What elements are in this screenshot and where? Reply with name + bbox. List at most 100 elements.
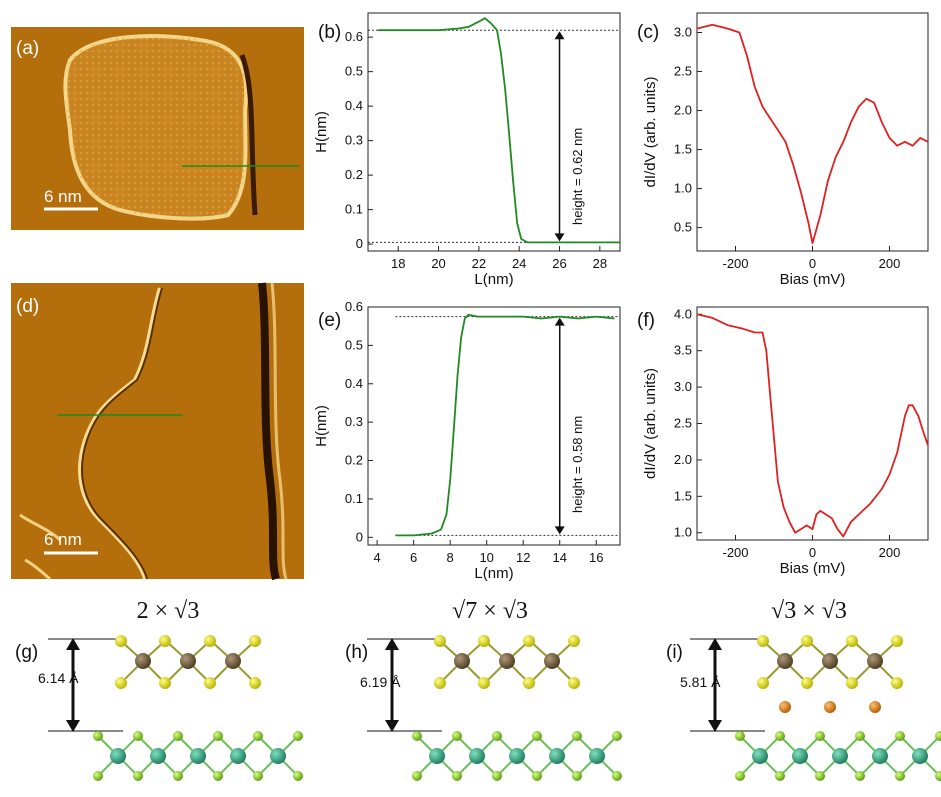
x-tick-label: 26 bbox=[552, 256, 566, 271]
x-tick-label: -200 bbox=[722, 545, 748, 560]
y-tick-label: 0.4 bbox=[345, 98, 363, 113]
x-tick-label: 22 bbox=[472, 256, 486, 271]
substrate-small-atom bbox=[735, 731, 745, 741]
y-tick-label: 4.0 bbox=[674, 306, 692, 321]
y-tick-label: 0.3 bbox=[345, 414, 363, 429]
arrow-head bbox=[66, 720, 80, 732]
y-tick-label: 2.0 bbox=[674, 452, 692, 467]
metal-atom bbox=[867, 653, 883, 669]
substrate-large-atom bbox=[429, 748, 445, 764]
chalcogen-atom bbox=[891, 677, 903, 689]
plot-frame bbox=[696, 12, 929, 252]
substrate-small-atom bbox=[532, 771, 542, 781]
x-tick-label: 8 bbox=[447, 550, 454, 565]
metal-atom bbox=[225, 653, 241, 669]
intercalant-atom bbox=[869, 701, 881, 713]
y-tick-label: 0.2 bbox=[345, 453, 363, 468]
chalcogen-atom bbox=[478, 677, 490, 689]
y-tick-label: 3.0 bbox=[674, 25, 692, 40]
title-g: 2 × √3 bbox=[137, 598, 200, 624]
substrate-small-atom bbox=[133, 771, 143, 781]
substrate-small-atom bbox=[293, 731, 303, 741]
y-tick-label: 2.5 bbox=[674, 64, 692, 79]
substrate-small-atom bbox=[253, 771, 263, 781]
substrate-small-atom bbox=[492, 731, 502, 741]
structure-model-i bbox=[690, 635, 941, 781]
substrate-small-atom bbox=[93, 731, 103, 741]
height-profile-chart-b: 18 20 22 24 26 28 0 0.1 0.2 0.3 0.4 0.5 0.6 L(nm) H(nm… bbox=[313, 12, 621, 288]
series-line bbox=[696, 313, 929, 538]
panel-label-g: (g) bbox=[15, 642, 38, 663]
arrow-head bbox=[554, 31, 565, 40]
chalcogen-atom bbox=[249, 677, 261, 689]
y-axis-label: dI/dV (arb. units) bbox=[642, 77, 659, 188]
chalcogen-atom bbox=[757, 677, 769, 689]
panel-label-a: (a) bbox=[16, 38, 39, 59]
substrate-small-atom bbox=[492, 771, 502, 781]
x-tick-label: 6 bbox=[410, 550, 417, 565]
substrate-small-atom bbox=[572, 731, 582, 741]
chalcogen-atom bbox=[159, 677, 171, 689]
metal-atom bbox=[454, 653, 470, 669]
substrate-large-atom bbox=[589, 748, 605, 764]
series-line bbox=[696, 23, 929, 245]
substrate-large-atom bbox=[469, 748, 485, 764]
stm-image-a bbox=[11, 27, 304, 230]
substrate-small-atom bbox=[735, 771, 745, 781]
y-tick-label: 1.0 bbox=[674, 181, 692, 196]
substrate-small-atom bbox=[815, 731, 825, 741]
panel-label-e: (e) bbox=[318, 310, 341, 331]
intercalant-atom bbox=[824, 701, 836, 713]
scale-bar-label-d: 6 nm bbox=[44, 530, 82, 549]
substrate-large-atom bbox=[230, 748, 246, 764]
chalcogen-atom bbox=[478, 635, 490, 647]
substrate-small-atom bbox=[775, 731, 785, 741]
y-tick-label: 0.4 bbox=[345, 376, 363, 391]
x-axis-label: L(nm) bbox=[474, 271, 513, 288]
x-tick-label: 20 bbox=[431, 256, 445, 271]
y-tick-label: 0.5 bbox=[674, 220, 692, 235]
substrate-small-atom bbox=[452, 771, 462, 781]
substrate-small-atom bbox=[253, 731, 263, 741]
substrate-large-atom bbox=[832, 748, 848, 764]
chalcogen-atom bbox=[159, 635, 171, 647]
metal-atom bbox=[822, 653, 838, 669]
chalcogen-atom bbox=[115, 677, 127, 689]
scale-bar-label-a: 6 nm bbox=[44, 187, 82, 206]
chalcogen-atom bbox=[249, 635, 261, 647]
arrow-head bbox=[708, 720, 722, 732]
substrate-small-atom bbox=[133, 731, 143, 741]
substrate-small-atom bbox=[935, 731, 941, 741]
arrow-head bbox=[554, 317, 565, 326]
panel-label-h: (h) bbox=[345, 642, 368, 663]
panel-label-b: (b) bbox=[318, 22, 341, 43]
substrate-small-atom bbox=[815, 771, 825, 781]
substrate-small-atom bbox=[532, 731, 542, 741]
y-tick-label: 1.0 bbox=[674, 525, 692, 540]
chalcogen-atom bbox=[846, 677, 858, 689]
y-tick-label: 2.5 bbox=[674, 416, 692, 431]
x-tick-label: 200 bbox=[879, 545, 901, 560]
structure-model-h bbox=[367, 635, 622, 781]
plot-frame bbox=[696, 306, 929, 541]
metal-atom bbox=[544, 653, 560, 669]
chalcogen-atom bbox=[204, 635, 216, 647]
x-tick-label: 0 bbox=[809, 256, 816, 271]
substrate-large-atom bbox=[752, 748, 768, 764]
substrate-small-atom bbox=[293, 771, 303, 781]
y-tick-label: 0.1 bbox=[345, 491, 363, 506]
arrow-head bbox=[385, 720, 399, 732]
y-tick-label: 0 bbox=[356, 236, 363, 251]
substrate-small-atom bbox=[572, 771, 582, 781]
chalcogen-atom bbox=[568, 677, 580, 689]
y-tick-label: 0.6 bbox=[345, 29, 363, 44]
substrate-large-atom bbox=[509, 748, 525, 764]
substrate-small-atom bbox=[213, 771, 223, 781]
chalcogen-atom bbox=[434, 635, 446, 647]
arrow-head bbox=[66, 638, 80, 650]
substrate-small-atom bbox=[93, 771, 103, 781]
x-tick-label: 16 bbox=[589, 550, 603, 565]
substrate-small-atom bbox=[452, 731, 462, 741]
plot-frame bbox=[367, 306, 621, 546]
intercalant-atom bbox=[779, 701, 791, 713]
